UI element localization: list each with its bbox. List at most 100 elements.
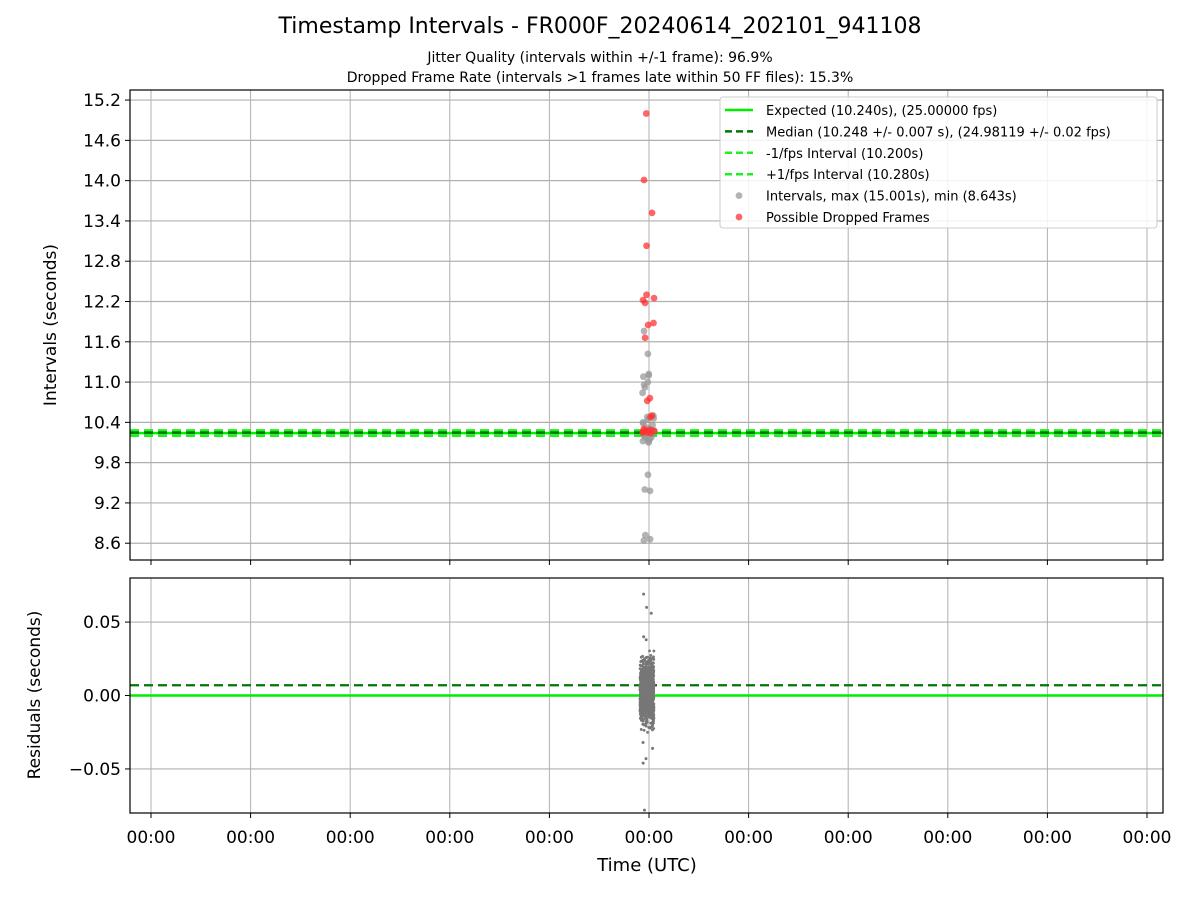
dropped-frame-point (643, 291, 650, 299)
residual-point (639, 683, 643, 686)
residual-point (649, 659, 653, 663)
residual-point (646, 682, 649, 686)
residual-point (646, 693, 650, 697)
residual-outlier-point (649, 611, 653, 615)
top-y-tick-label: 11.0 (83, 373, 121, 393)
residual-point (641, 662, 645, 666)
x-tick-label: 00:00 (923, 828, 972, 848)
residual-point (641, 722, 645, 726)
residual-point (651, 698, 655, 702)
interval-point (646, 487, 654, 495)
residual-point (641, 700, 645, 704)
residual-point (652, 717, 656, 721)
x-tick-label: 00:00 (724, 828, 773, 848)
residual-point (648, 666, 652, 669)
residual-point (643, 677, 647, 681)
residual-outlier-point (641, 761, 645, 765)
residual-point (639, 728, 643, 731)
interval-point (645, 437, 652, 445)
top-y-tick-label: 15.2 (83, 91, 121, 111)
dropped-frame-point (643, 397, 651, 405)
residual-point (650, 673, 653, 677)
residual-point (652, 649, 656, 653)
dropped-frame-point (648, 209, 656, 217)
residual-point (646, 674, 649, 678)
residual-point (645, 714, 649, 718)
residual-point (643, 671, 646, 675)
top-y-tick-label: 12.8 (83, 252, 121, 272)
legend-entry-label: +1/fps Interval (10.280s) (766, 168, 930, 183)
top-y-tick-label: 14.6 (83, 131, 121, 151)
interval-point (645, 370, 653, 378)
residual-point (645, 720, 649, 723)
legend-swatch-dropped (735, 213, 743, 221)
residual-point (642, 728, 646, 732)
top-y-tick-label: 9.2 (94, 494, 121, 514)
residual-outlier-point (644, 757, 648, 761)
residual-outlier-point (644, 638, 648, 642)
bottom-y-tick-label: 0.05 (83, 613, 121, 633)
x-axis-label: Time (UTC) (596, 855, 697, 876)
residual-point (642, 693, 645, 697)
residual-point (652, 691, 655, 695)
residual-point (646, 667, 649, 671)
x-tick-label: 00:00 (1023, 828, 1072, 848)
interval-point (646, 535, 654, 543)
dropped-frame-point (650, 319, 657, 327)
residual-outlier-point (645, 605, 649, 609)
residual-point (641, 666, 645, 670)
residual-outlier-point (642, 808, 646, 812)
residual-point (642, 680, 646, 684)
residual-point (644, 724, 648, 728)
residual-point (641, 677, 645, 680)
residual-point (638, 667, 642, 671)
residual-point (642, 718, 646, 722)
residual-point (650, 687, 653, 691)
residual-point (650, 715, 654, 719)
dropped-frame-point (651, 427, 658, 435)
x-tick-label: 00:00 (226, 828, 275, 848)
residual-point (644, 679, 648, 683)
interval-point (641, 486, 649, 493)
residual-point (645, 698, 649, 702)
legend: Expected (10.240s), (25.00000 fps) Median… (719, 96, 1158, 229)
residual-outlier-point (641, 741, 645, 744)
residual-outlier-point (651, 746, 655, 750)
residual-point (639, 718, 643, 722)
residual-point (649, 726, 652, 730)
residual-point (639, 712, 643, 716)
top-y-tick-label: 13.4 (83, 212, 121, 232)
residual-point (646, 703, 649, 707)
residual-point (639, 709, 643, 713)
residual-point (642, 696, 646, 700)
residual-point (651, 728, 654, 732)
residual-point (648, 707, 652, 711)
residual-point (647, 715, 651, 719)
dropped-frame-point (650, 294, 658, 302)
top-y-tick-label: 9.8 (94, 454, 121, 474)
bottom-y-axis-label: Residuals (seconds) (25, 611, 45, 780)
x-tick-label: 00:00 (1123, 828, 1172, 848)
residual-point (638, 686, 642, 690)
residual-point (645, 684, 649, 688)
legend-entry-label: Intervals, max (15.001s), min (8.643s) (766, 190, 1017, 205)
residual-point (650, 711, 654, 715)
bottom-y-tick-label: 0.00 (83, 687, 121, 707)
x-tick-label: 00:00 (127, 828, 176, 848)
dropped-frame-point (647, 413, 654, 421)
x-tick-label: 00:00 (326, 828, 375, 848)
top-y-tick-label: 14.0 (83, 172, 121, 192)
dropped-frame-point (644, 321, 652, 329)
interval-point (640, 537, 648, 544)
residual-point (648, 662, 652, 665)
chart-title: Timestamp Intervals - FR000F_20240614_20… (278, 14, 922, 39)
residual-point (643, 667, 647, 670)
x-tick-label: 00:00 (425, 828, 474, 848)
residual-point (644, 708, 648, 711)
residual-point (646, 730, 649, 734)
top-y-tick-label: 12.2 (83, 293, 121, 313)
dropped-frame-point (641, 299, 649, 307)
residual-point (642, 705, 645, 709)
residual-point (639, 691, 642, 695)
